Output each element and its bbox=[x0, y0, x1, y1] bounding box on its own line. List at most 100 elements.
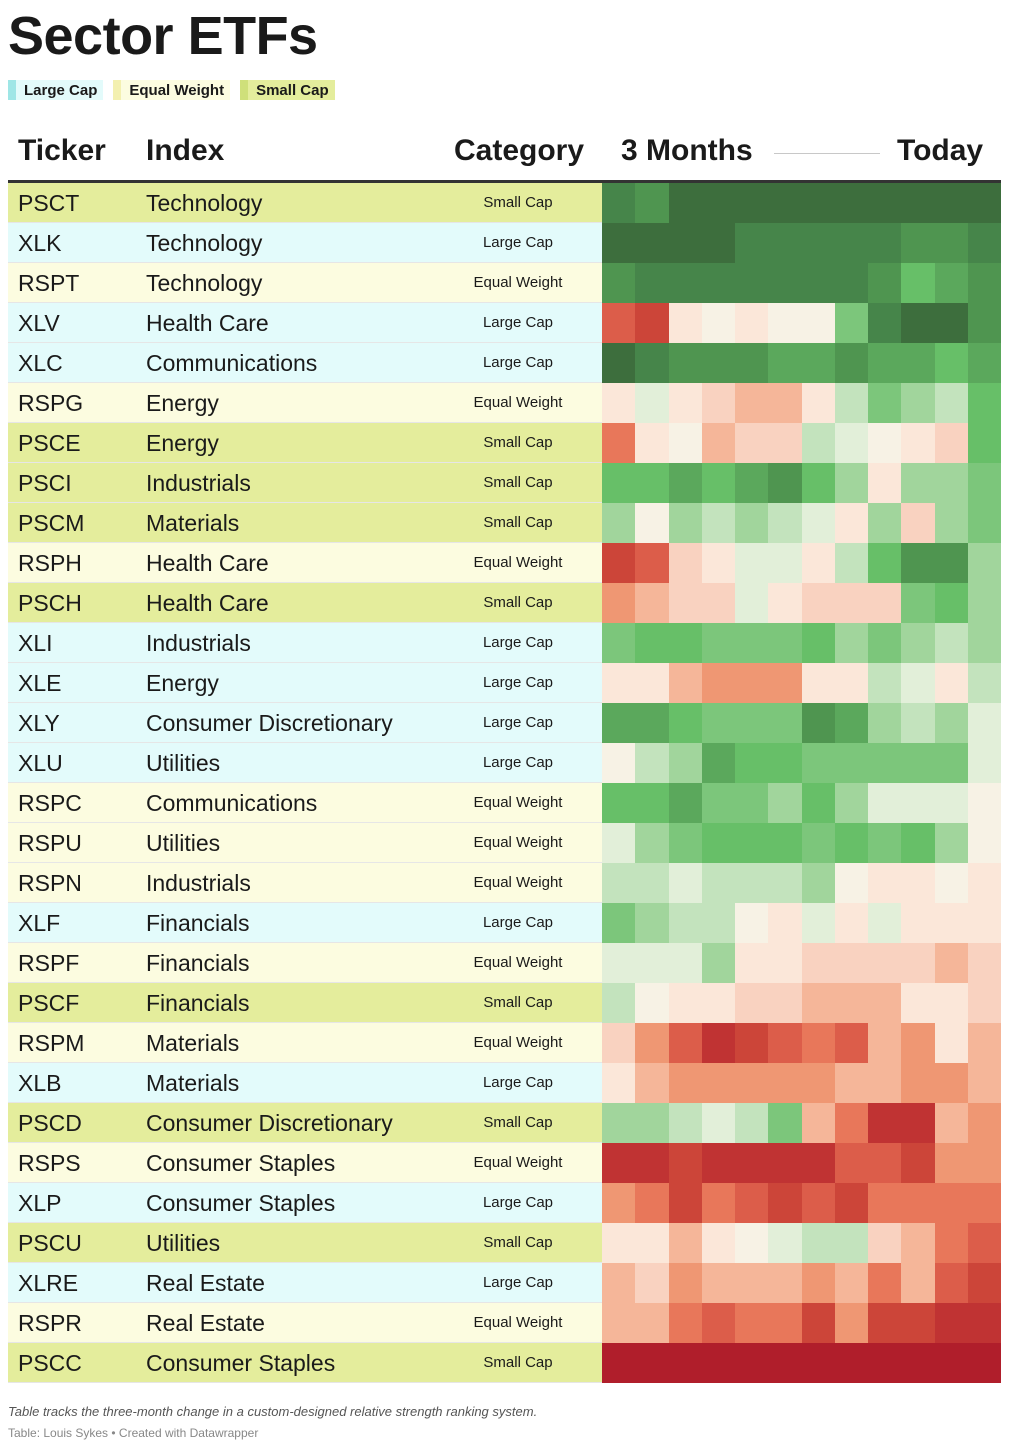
heat-cell bbox=[967, 623, 1001, 663]
heat-cell bbox=[635, 303, 669, 343]
index-cell: Consumer Staples bbox=[146, 1190, 336, 1216]
legend-swatch bbox=[8, 80, 16, 100]
table-row[interactable]: XLV Health Care Large Cap bbox=[8, 303, 1001, 343]
heat-cell bbox=[834, 1343, 868, 1383]
table-row[interactable]: XLK Technology Large Cap bbox=[8, 223, 1001, 263]
index-cell: Financials bbox=[146, 950, 250, 976]
heat-strip bbox=[602, 1223, 1001, 1263]
table-row[interactable]: XLE Energy Large Cap bbox=[8, 663, 1001, 703]
heat-cell bbox=[801, 1303, 835, 1343]
table-row[interactable]: RSPG Energy Equal Weight bbox=[8, 383, 1001, 423]
ticker-cell: XLE bbox=[18, 670, 62, 696]
heat-cell bbox=[868, 1183, 902, 1223]
ticker-cell: RSPN bbox=[18, 870, 82, 896]
heat-cell bbox=[801, 1263, 835, 1303]
table-row[interactable]: PSCE Energy Small Cap bbox=[8, 423, 1001, 463]
heat-cell bbox=[967, 383, 1001, 423]
heat-cell bbox=[834, 943, 868, 983]
heat-cell bbox=[668, 1263, 702, 1303]
table-row[interactable]: RSPS Consumer Staples Equal Weight bbox=[8, 1143, 1001, 1183]
heat-strip bbox=[602, 1263, 1001, 1303]
table-row[interactable]: PSCF Financials Small Cap bbox=[8, 983, 1001, 1023]
table-row[interactable]: RSPM Materials Equal Weight bbox=[8, 1023, 1001, 1063]
heat-strip bbox=[602, 863, 1001, 903]
category-cell: Large Cap bbox=[482, 1274, 554, 1291]
heat-cell bbox=[668, 223, 702, 263]
heat-cell bbox=[801, 183, 835, 223]
heat-cell bbox=[602, 863, 636, 903]
index-cell: Technology bbox=[146, 190, 263, 216]
heat-cell bbox=[735, 423, 769, 463]
heat-cell bbox=[934, 703, 968, 743]
heat-cell bbox=[668, 423, 702, 463]
table-row[interactable]: RSPC Communications Equal Weight bbox=[8, 783, 1001, 823]
table-row[interactable]: XLP Consumer Staples Large Cap bbox=[8, 1183, 1001, 1223]
heat-cell bbox=[967, 303, 1001, 343]
heat-cell bbox=[735, 263, 769, 303]
heat-cell bbox=[901, 223, 935, 263]
heat-cell bbox=[934, 623, 968, 663]
heat-cell bbox=[668, 383, 702, 423]
table-row[interactable]: PSCD Consumer Discretionary Small Cap bbox=[8, 1103, 1001, 1143]
header-ticker[interactable]: Ticker bbox=[18, 134, 106, 167]
heat-cell bbox=[801, 1103, 835, 1143]
table-row[interactable]: XLB Materials Large Cap bbox=[8, 1063, 1001, 1103]
table-row[interactable]: XLC Communications Large Cap bbox=[8, 343, 1001, 383]
heat-cell bbox=[768, 303, 802, 343]
heat-cell bbox=[701, 1263, 735, 1303]
heat-cell bbox=[901, 503, 935, 543]
table-row[interactable]: RSPN Industrials Equal Weight bbox=[8, 863, 1001, 903]
heat-cell bbox=[801, 503, 835, 543]
table-row[interactable]: RSPR Real Estate Equal Weight bbox=[8, 1303, 1001, 1343]
heat-cell bbox=[901, 1343, 935, 1383]
ticker-cell: RSPH bbox=[18, 550, 82, 576]
index-cell: Consumer Staples bbox=[146, 1350, 336, 1376]
heat-cell bbox=[635, 1103, 669, 1143]
table-row[interactable]: XLF Financials Large Cap bbox=[8, 903, 1001, 943]
heat-cell bbox=[768, 1063, 802, 1103]
heat-cell bbox=[967, 1303, 1001, 1343]
category-cell: Equal Weight bbox=[473, 1034, 563, 1051]
index-cell: Energy bbox=[146, 430, 219, 456]
heat-cell bbox=[967, 223, 1001, 263]
heat-cell bbox=[735, 1023, 769, 1063]
heat-cell bbox=[768, 463, 802, 503]
index-cell: Industrials bbox=[146, 470, 251, 496]
header-category[interactable]: Category bbox=[454, 134, 585, 167]
table-row[interactable]: RSPT Technology Equal Weight bbox=[8, 263, 1001, 303]
heat-cell bbox=[967, 463, 1001, 503]
heat-cell bbox=[735, 463, 769, 503]
heat-cell bbox=[901, 463, 935, 503]
table-row[interactable]: PSCH Health Care Small Cap bbox=[8, 583, 1001, 623]
heat-cell bbox=[967, 343, 1001, 383]
table-row[interactable]: PSCI Industrials Small Cap bbox=[8, 463, 1001, 503]
table-row[interactable]: PSCU Utilities Small Cap bbox=[8, 1223, 1001, 1263]
header-index[interactable]: Index bbox=[146, 134, 225, 167]
heat-strip bbox=[602, 1143, 1001, 1183]
heat-cell bbox=[602, 543, 636, 583]
table-row[interactable]: PSCC Consumer Staples Small Cap bbox=[8, 1343, 1001, 1383]
table-row[interactable]: XLY Consumer Discretionary Large Cap bbox=[8, 703, 1001, 743]
table-row[interactable]: RSPF Financials Equal Weight bbox=[8, 943, 1001, 983]
table-row[interactable]: PSCT Technology Small Cap bbox=[8, 183, 1001, 223]
heat-cell bbox=[668, 663, 702, 703]
heat-cell bbox=[635, 383, 669, 423]
heat-cell bbox=[901, 1183, 935, 1223]
category-cell: Large Cap bbox=[482, 234, 554, 251]
heat-cell bbox=[901, 943, 935, 983]
ticker-cell: PSCH bbox=[18, 590, 82, 616]
heat-strip bbox=[602, 463, 1001, 503]
header-divider bbox=[8, 180, 1001, 183]
table-row[interactable]: RSPH Health Care Equal Weight bbox=[8, 543, 1001, 583]
table-row[interactable]: XLRE Real Estate Large Cap bbox=[8, 1263, 1001, 1303]
heat-cell bbox=[934, 863, 968, 903]
table-row[interactable]: XLI Industrials Large Cap bbox=[8, 623, 1001, 663]
heat-cell bbox=[768, 983, 802, 1023]
table-row[interactable]: XLU Utilities Large Cap bbox=[8, 743, 1001, 783]
heat-cell bbox=[901, 1103, 935, 1143]
heat-strip bbox=[602, 423, 1001, 463]
table-row[interactable]: RSPU Utilities Equal Weight bbox=[8, 823, 1001, 863]
heat-cell bbox=[602, 1023, 636, 1063]
heat-cell bbox=[868, 423, 902, 463]
table-row[interactable]: PSCM Materials Small Cap bbox=[8, 503, 1001, 543]
